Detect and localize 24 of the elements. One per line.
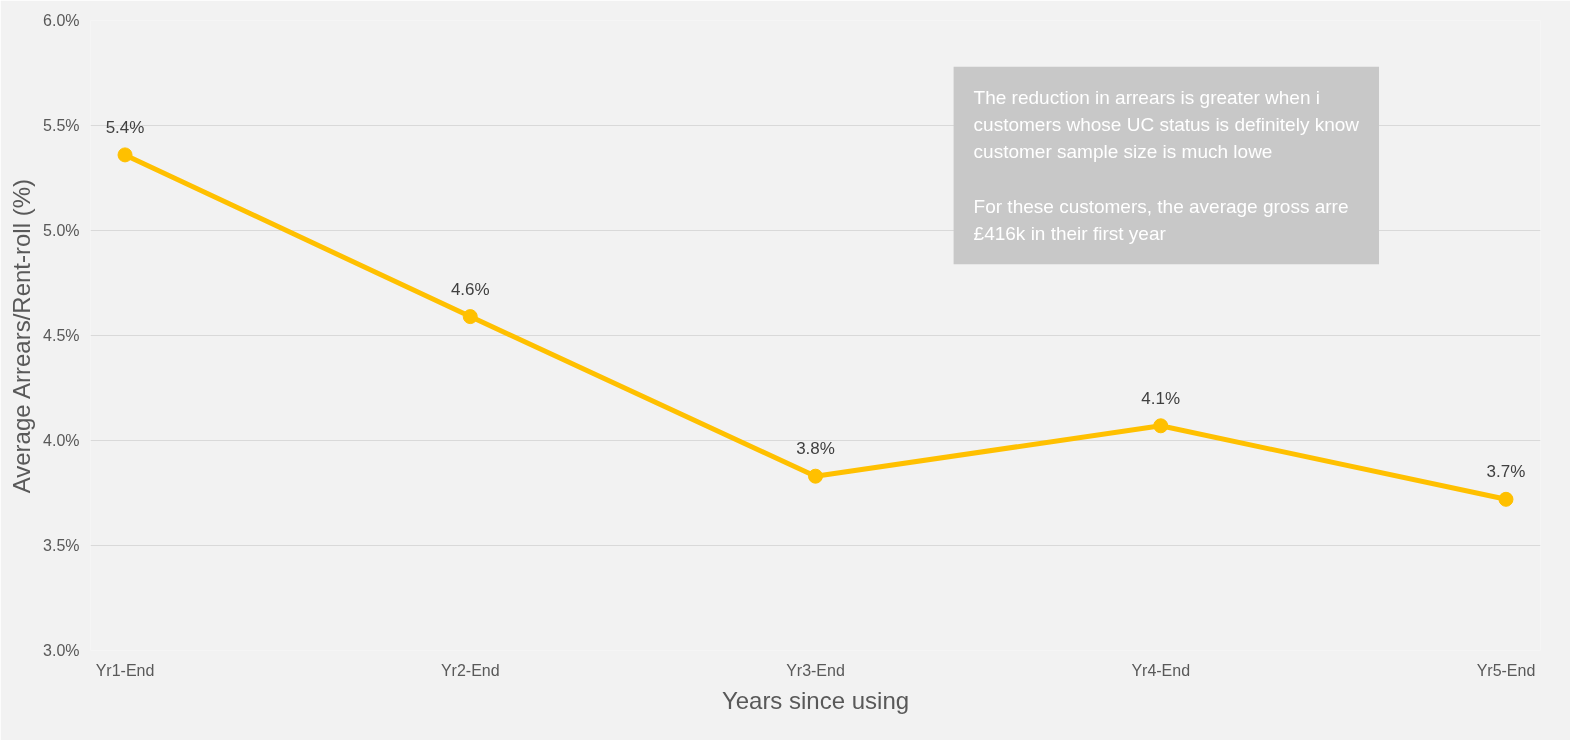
x-tick-label: Yr3-End [786,661,845,679]
data-label: 4.6% [450,279,490,299]
y-tick-label: 4.5% [43,327,80,344]
data-label: 4.1% [1141,388,1181,408]
point [462,309,478,325]
data-label: 3.8% [796,439,835,459]
y-tick-label: 6.0% [43,12,80,29]
point [1153,418,1169,434]
x-axis-title: Years since using [721,686,910,714]
y-tick-label: 5.0% [43,222,80,239]
y-axis-title: Average Arrears/Rent-roll (%) [8,178,36,494]
x-tick-label: Yr5-End [1476,661,1536,679]
y-tick-label: 3.0% [43,642,80,659]
data-label: 5.4% [105,117,145,137]
data-label: 3.7% [1486,462,1526,482]
y-tick-label: 5.5% [43,117,80,134]
y-tick-label: 3.5% [43,537,80,554]
point [1498,491,1514,507]
x-tick-label: Yr2-End [440,661,500,679]
x-tick-label: Yr1-End [95,661,155,679]
y-tick-label: 4.0% [43,432,80,449]
x-tick-label: Yr4-End [1131,661,1191,679]
point [808,468,823,484]
point [117,147,133,163]
